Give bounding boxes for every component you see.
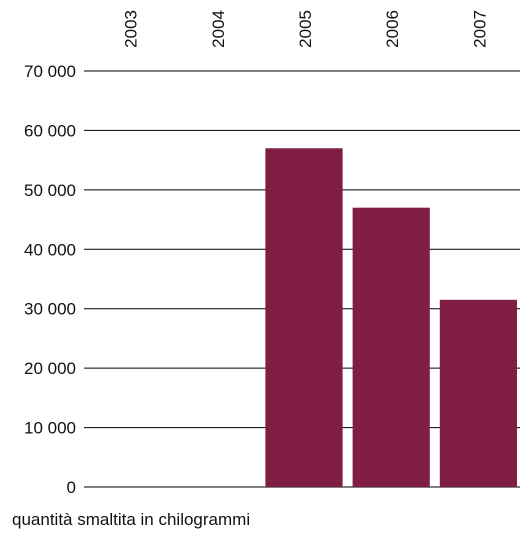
x-tick-label-2007: 2007 xyxy=(470,10,489,48)
bar-2007 xyxy=(439,299,517,487)
y-tick-label: 30 000 xyxy=(24,300,76,319)
x-tick-label-2003: 2003 xyxy=(122,10,141,48)
x-tick-label-2005: 2005 xyxy=(296,10,315,48)
bar-2006 xyxy=(352,207,430,487)
bar-chart: 0 10 000 20 000 30 000 40 000 50 000 60 000 70 … xyxy=(24,10,520,497)
x-tick-label-2006: 2006 xyxy=(383,10,402,48)
bars xyxy=(265,148,517,487)
y-tick-label: 50 000 xyxy=(24,181,76,200)
x-tick-labels: 2003 2004 2005 2006 2007 xyxy=(122,10,490,48)
y-tick-labels: 0 10 000 20 000 30 000 40 000 50 000 60 000 70 … xyxy=(24,62,76,497)
y-axis-caption: quantità smaltita in chilogrammi xyxy=(12,510,251,529)
y-tick-label: 60 000 xyxy=(24,121,76,140)
bar-2005 xyxy=(265,148,343,487)
y-tick-label: 0 xyxy=(67,478,76,497)
y-tick-label: 40 000 xyxy=(24,240,76,259)
y-tick-label: 20 000 xyxy=(24,359,76,378)
x-tick-label-2004: 2004 xyxy=(209,10,228,48)
y-tick-label: 70 000 xyxy=(24,62,76,81)
y-tick-label: 10 000 xyxy=(24,419,76,438)
